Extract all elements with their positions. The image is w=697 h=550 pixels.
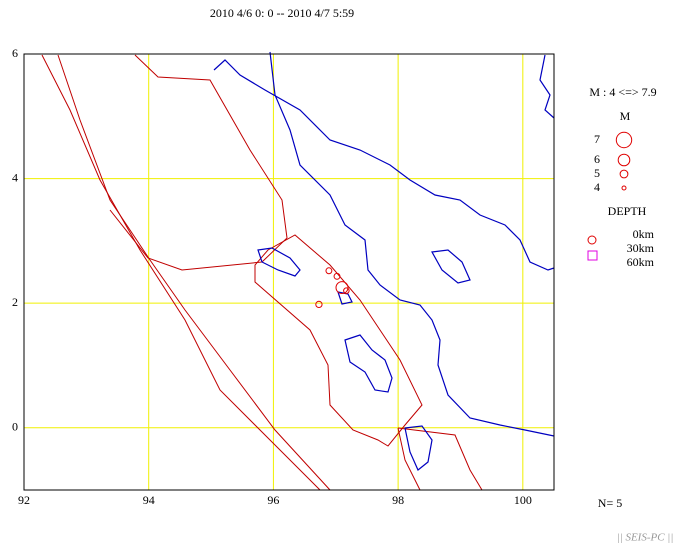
island	[257, 247, 301, 277]
event-marker	[325, 267, 333, 275]
legend-depth-label: 0km	[633, 227, 655, 241]
legend-magnitude: 7	[594, 132, 600, 146]
island	[344, 334, 393, 393]
coastline	[269, 51, 555, 437]
legend-size-marker	[619, 169, 629, 179]
trench-line	[41, 54, 321, 491]
coastline	[539, 54, 555, 119]
island	[431, 249, 471, 284]
legend-size-marker	[621, 185, 627, 191]
island	[404, 425, 433, 471]
legend-range: M : 4 <=> 7.9	[589, 85, 656, 99]
y-tick-label: 6	[12, 46, 18, 60]
coastline	[213, 59, 555, 271]
legend-magnitude: 6	[594, 152, 600, 166]
event-marker	[333, 272, 341, 280]
legend-depth-label: 60km	[627, 255, 655, 269]
trench-line	[57, 54, 331, 491]
legend-size-title: M	[620, 109, 631, 123]
fault-line	[109, 54, 288, 271]
legend-size-marker	[617, 153, 631, 167]
x-tick-label: 96	[267, 493, 279, 507]
y-tick-label: 0	[12, 419, 18, 433]
event-marker	[335, 281, 349, 295]
fault-line	[254, 234, 423, 447]
count-label: N= 5	[598, 496, 622, 510]
plot-frame	[23, 53, 555, 491]
legend-magnitude: 5	[594, 166, 600, 180]
footer: || SEIS-PC ||	[617, 532, 674, 544]
x-tick-label: 94	[143, 493, 155, 507]
legend-magnitude: 4	[594, 180, 600, 194]
x-tick-label: 100	[514, 493, 532, 507]
event-marker	[343, 287, 350, 294]
x-tick-label: 92	[18, 493, 30, 507]
chart-title: 2010 4/6 0: 0 -- 2010 4/7 5:59	[210, 6, 354, 20]
x-tick-label: 98	[392, 493, 404, 507]
y-tick-label: 4	[12, 170, 18, 184]
y-tick-label: 2	[12, 295, 18, 309]
legend-size-marker	[615, 131, 633, 149]
depth-marker	[587, 235, 597, 245]
legend-depth-label: 30km	[627, 241, 655, 255]
plot-area	[23, 51, 555, 491]
event-marker	[315, 300, 323, 309]
depth-marker	[587, 250, 598, 261]
legend-depth-title: DEPTH	[608, 204, 647, 218]
